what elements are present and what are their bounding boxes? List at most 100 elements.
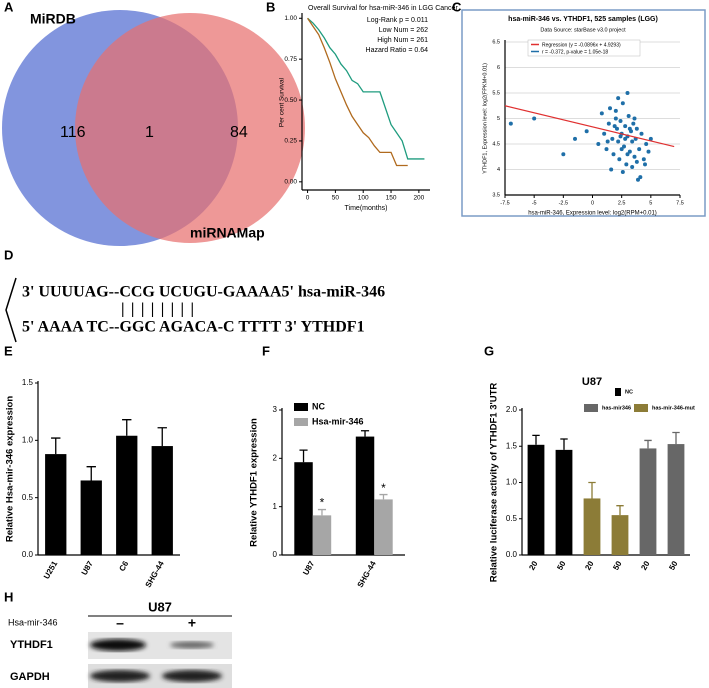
legend-label: NC [312, 401, 325, 411]
scatter-point [637, 147, 642, 152]
legend-label: Regression (y = -0.0896x + 4.9293) [542, 42, 621, 48]
scatter-point [631, 121, 636, 126]
x-tick-label: U251 [42, 559, 60, 581]
y-tick-label: 0.00 [284, 179, 297, 186]
scatter-point [573, 136, 577, 141]
scatter-point [626, 113, 631, 118]
y-tick-label: 2.0 [506, 405, 518, 414]
scatter-point [641, 157, 646, 162]
annotation: Log-Rank p = 0.011 [367, 17, 428, 24]
scatter-point [599, 111, 604, 116]
panel-label: G [484, 343, 494, 358]
sequence: 5' AAAA TC--GGC AGACA-C TTTT 3' YTHDF1 [22, 319, 365, 336]
venn-set-name: MiRDB [30, 11, 76, 27]
survival-curve [307, 17, 425, 160]
scatter-point [623, 124, 628, 129]
panel-label: H [4, 589, 13, 604]
y-tick-label: 0.50 [284, 97, 297, 104]
venn-set-name: miRNAMap [190, 225, 265, 241]
scatter-point [630, 164, 635, 169]
y-tick-label: 6.5 [492, 39, 500, 45]
x-tick-label: 200 [413, 195, 424, 202]
x-tick-label: 5 [649, 200, 652, 206]
x-tick-label: -7.5 [500, 200, 509, 206]
scatter-point [508, 121, 513, 126]
y-tick-label: 0.0 [22, 550, 34, 559]
legend-swatch [615, 388, 621, 396]
x-tick-label: 20 [527, 559, 540, 572]
bar [294, 462, 313, 555]
legend-swatch [294, 418, 308, 426]
x-tick-label: 0 [306, 195, 310, 202]
scatter-point [606, 121, 611, 126]
y-tick-label: 3.5 [492, 192, 500, 198]
x-tick-label: U87 [301, 559, 316, 577]
x-tick-label: -5 [532, 200, 537, 206]
chart-title: U87 [582, 376, 602, 388]
legend-swatch [634, 404, 648, 412]
chart-subtitle: Data Source: starBase v3.0 project [540, 27, 626, 33]
chart-title: hsa-miR-346 vs. YTHDF1, 525 samples (LGG… [508, 16, 658, 23]
lane-label: – [116, 615, 124, 631]
y-tick-label: 0 [273, 550, 278, 559]
legend-swatch [584, 404, 598, 412]
bar [116, 435, 138, 555]
bar [80, 480, 102, 555]
x-tick-label: 0 [591, 200, 594, 206]
bar [639, 448, 657, 555]
y-tick-label: 4.5 [492, 141, 500, 147]
y-tick-label: 0.0 [506, 550, 518, 559]
scatter-point [620, 101, 625, 106]
y-axis-label: Relative YTHDF1 expression [249, 418, 260, 547]
error-bar [51, 437, 61, 455]
panel-label: E [4, 343, 13, 358]
legend-label: NC [625, 389, 633, 395]
blot-band [170, 641, 214, 649]
sequence: 3' UUUUAG--CCG UCUGU-GAAAA5' hsa-miR-346 [22, 284, 385, 301]
y-tick-label: 1.0 [506, 478, 518, 487]
scatter-point [604, 147, 609, 152]
y-tick-label: 5 [497, 116, 500, 122]
venn-count: 84 [230, 124, 248, 141]
error-bar [588, 481, 596, 499]
y-tick-label: 6 [497, 65, 500, 71]
scatter-point [643, 162, 647, 167]
blot-band [162, 670, 222, 682]
scatter-point [602, 131, 607, 136]
venn-circle [75, 13, 305, 243]
lane-label: + [188, 615, 196, 631]
venn-count: 1 [145, 124, 154, 141]
y-tick-label: 1 [273, 502, 278, 511]
protein-label: GAPDH [10, 671, 50, 683]
y-axis-label: YTHDF1, Expression level: log2(FPKM+0.01… [482, 63, 488, 174]
scatter-point [618, 134, 623, 139]
bar [527, 444, 545, 555]
x-tick-label: 50 [611, 559, 624, 572]
scatter-point [610, 136, 615, 141]
error-bar [122, 419, 132, 436]
y-tick-label: 0.25 [284, 138, 297, 145]
x-tick-label: 100 [358, 195, 369, 202]
scatter-point [632, 116, 637, 121]
scatter-point [639, 131, 644, 136]
bar [555, 449, 573, 555]
legend-label: has-mir346 [602, 405, 631, 411]
y-tick-label: 5.5 [492, 90, 500, 96]
scatter-point [612, 124, 617, 129]
base-pairs: | | | | | | | | [121, 301, 195, 318]
scatter-point [634, 126, 639, 131]
scatter-point [616, 139, 621, 144]
error-bar [299, 449, 308, 463]
survival-curve [307, 17, 408, 167]
bar [667, 444, 685, 555]
scatter-point [646, 149, 651, 154]
y-tick-label: 2 [273, 453, 278, 462]
significance-mark: * [381, 481, 386, 495]
panel-frame [461, 9, 706, 217]
panel-label: D [4, 247, 13, 262]
scatter-point [608, 106, 612, 111]
y-tick-label: 1.5 [22, 378, 34, 387]
error-bar [560, 438, 568, 450]
scatter-point [627, 126, 632, 131]
error-bar [672, 431, 680, 445]
